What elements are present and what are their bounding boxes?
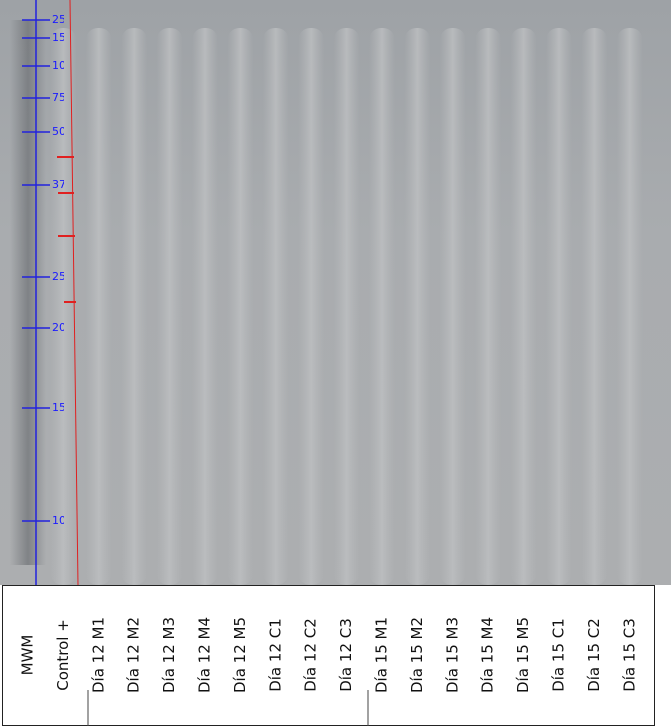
lane-label: Día 12 C2 — [302, 618, 320, 692]
lane-label: Día 12 M5 — [231, 617, 249, 693]
lane-label: Día 15 M5 — [514, 617, 532, 693]
lane — [121, 28, 148, 585]
lane-label: Día 15 M2 — [408, 617, 426, 693]
lane-label: Día 12 M1 — [89, 617, 107, 693]
marker-ladder: 250 150 100 75.0 50.0 37.0 25.0 20.0 15.0 10.0 — [22, 13, 77, 527]
lane — [298, 28, 325, 585]
lane — [192, 28, 218, 585]
marker-label: 37.0 — [52, 178, 77, 191]
marker-label: 50.0 — [52, 125, 77, 138]
lane — [616, 28, 643, 585]
lane-label: Día 15 C1 — [550, 618, 568, 692]
lane-label: Día 15 C3 — [620, 618, 638, 692]
lane-label: Día 12 C3 — [337, 618, 355, 692]
lane — [439, 28, 466, 585]
lane — [227, 28, 254, 585]
marker-label: 15.0 — [52, 401, 77, 414]
marker-label: 250 — [52, 13, 73, 26]
lane — [475, 28, 502, 585]
lane-label: Control + — [54, 619, 72, 691]
reference-ticks — [57, 156, 76, 303]
lane-label: Día 12 M2 — [125, 617, 143, 693]
lane-label: Día 15 C2 — [585, 618, 603, 692]
marker-label: 150 — [52, 31, 73, 44]
marker-label: 100 — [52, 59, 73, 72]
reference-line — [69, 0, 79, 586]
lane — [510, 28, 537, 585]
marker-label: 10.0 — [52, 514, 77, 527]
lane-label: Día 15 M1 — [373, 617, 391, 693]
lane-label: Día 12 C1 — [266, 618, 284, 692]
lane — [85, 28, 112, 585]
lane — [50, 28, 77, 585]
marker-label: 25.0 — [52, 270, 77, 283]
marker-label: 75.0 — [52, 91, 77, 104]
lane-label: MWM — [19, 635, 37, 676]
gel-lanes — [10, 20, 643, 585]
lane-label: Día 12 M3 — [160, 617, 178, 693]
lane-label: Día 12 M4 — [196, 617, 214, 693]
lane-label: Día 15 M4 — [479, 617, 497, 693]
lane — [262, 28, 289, 585]
lane — [581, 28, 608, 585]
lane — [333, 28, 360, 585]
lane-label: Día 15 M3 — [443, 617, 461, 693]
lane — [404, 28, 431, 585]
lane — [546, 28, 572, 585]
marker-label: 20.0 — [52, 321, 77, 334]
lane — [369, 28, 395, 585]
lane-labels: MWM Control + Día 12 M1 Día 12 M2 Día 12 M3 D… — [19, 617, 639, 693]
ladder-smear — [10, 20, 46, 565]
label-box — [2, 585, 655, 726]
lane — [156, 28, 183, 585]
